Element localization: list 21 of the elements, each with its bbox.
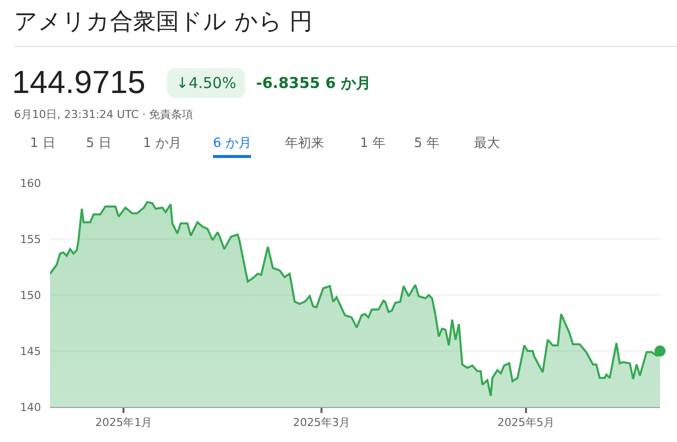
text: 1 日 [30,135,56,152]
y-tick-label: 140 [20,400,41,414]
x-tick-label: 2025年1月 [95,416,152,430]
y-tick-label: 160 [20,176,41,190]
chart-subtitle: 144.9715 [12,64,146,101]
text: 年初来 [285,135,324,152]
text: 1 か月 [143,135,182,152]
y-tick-label: 150 [20,288,41,302]
text: 最大 [474,135,500,152]
text: -6.8355 6 か月 [256,74,371,93]
text: 5 日 [86,135,112,152]
text: 1 年 [360,135,386,152]
chart-title: アメリカ合衆国ドル から 円 [14,8,313,37]
text: 6月10日, 23:31:24 UTC · 免責条項 [14,107,194,122]
text: ↓4.50% [167,68,246,98]
text: 5 年 [414,135,440,152]
y-tick-label: 155 [20,232,41,246]
text: 6 か月 [213,134,252,158]
x-tick-label: 2025年5月 [497,416,554,430]
y-tick-label: 145 [20,344,41,358]
x-tick-label: 2025年3月 [292,416,350,430]
